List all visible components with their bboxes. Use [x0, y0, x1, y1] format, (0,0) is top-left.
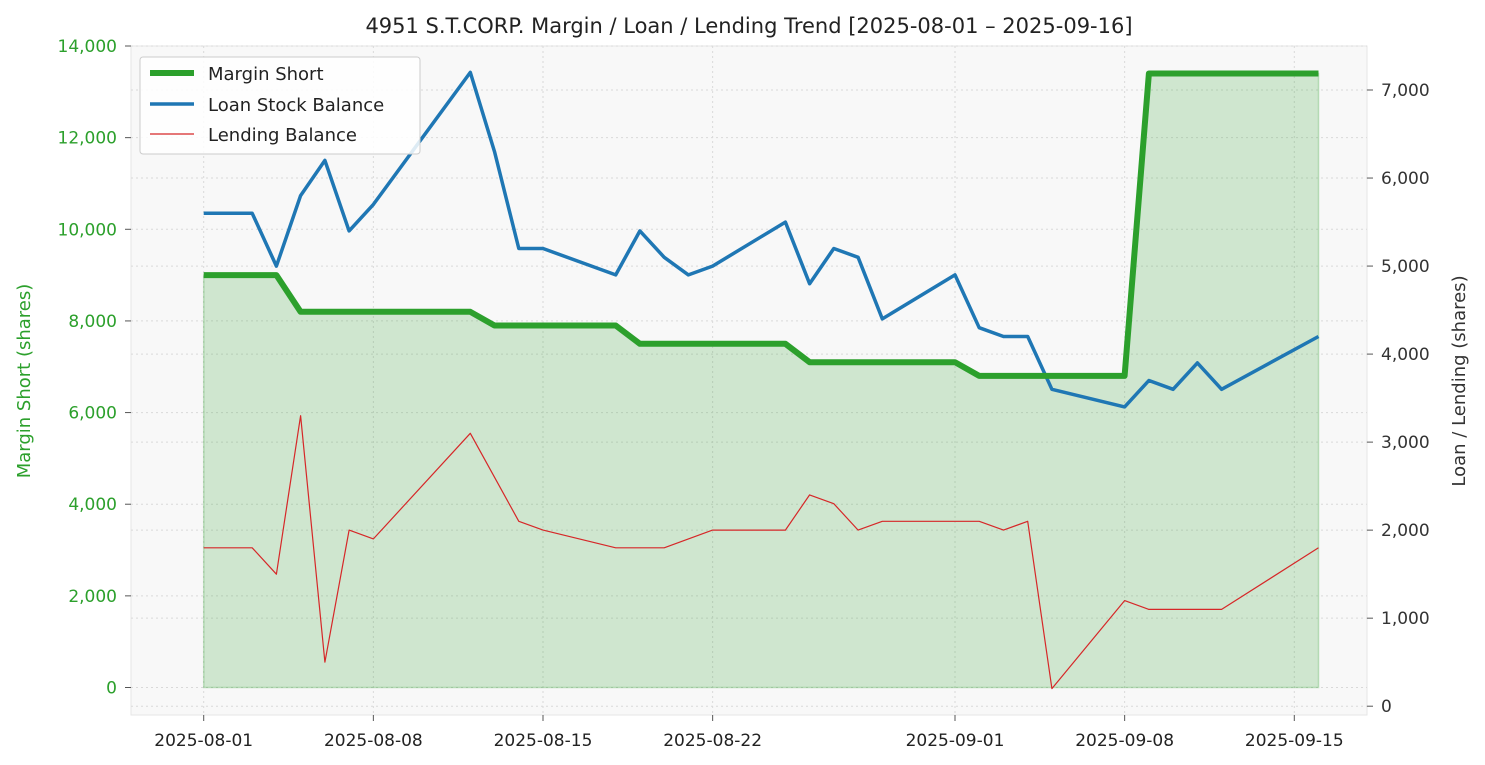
x-tick-label: 2025-09-01 — [906, 731, 1005, 751]
left-tick-label: 0 — [106, 679, 117, 699]
left-tick-label: 4,000 — [68, 495, 117, 515]
series-layer — [203, 70, 1320, 690]
left-y-axis: 0 2,000 4,000 6,000 8,000 10,000 12,000 14,000 — [58, 37, 131, 699]
legend-label-loan-stock-balance: Loan Stock Balance — [208, 95, 384, 116]
left-tick-label: 10,000 — [58, 220, 117, 240]
right-tick-label: 3,000 — [1381, 433, 1430, 453]
left-tick-label: 2,000 — [68, 587, 117, 607]
legend-box — [139, 56, 421, 155]
chart-title: 4951 S.T.CORP. Margin / Loan / Lending T… — [365, 14, 1132, 38]
left-axis-label: Margin Short (shares) — [14, 284, 35, 479]
x-tick-label: 2025-08-01 — [154, 731, 253, 751]
right-tick-label: 7,000 — [1381, 81, 1430, 101]
right-tick-label: 2,000 — [1381, 521, 1430, 541]
right-tick-label: 6,000 — [1381, 169, 1430, 189]
left-tick-label: 8,000 — [68, 312, 117, 332]
legend: Margin Short Loan Stock Balance Lending … — [139, 56, 421, 155]
legend-label-lending-balance: Lending Balance — [208, 125, 357, 146]
right-tick-label: 0 — [1381, 697, 1392, 717]
plot-background — [130, 45, 1368, 716]
x-axis: 2025-08-01 2025-08-08 2025-08-15 2025-08-22… — [154, 715, 1344, 751]
x-tick-label: 2025-08-08 — [324, 731, 423, 751]
right-tick-label: 5,000 — [1381, 257, 1430, 277]
left-tick-label: 6,000 — [68, 404, 117, 424]
loan-stock-balance-line — [203, 70, 1320, 409]
x-tick-label: 2025-08-22 — [663, 731, 762, 751]
right-tick-label: 4,000 — [1381, 345, 1430, 365]
left-tick-label: 14,000 — [58, 37, 117, 57]
margin-short-line — [203, 70, 1319, 379]
legend-label-margin-short: Margin Short — [208, 64, 324, 85]
right-axis-label: Loan / Lending (shares) — [1449, 275, 1470, 486]
left-tick-label: 12,000 — [58, 129, 117, 149]
x-tick-label: 2025-08-15 — [494, 731, 593, 751]
lending-balance-line — [203, 415, 1319, 690]
right-y-axis: 0 1,000 2,000 3,000 4,000 5,000 6,000 7,000 — [1367, 81, 1430, 717]
right-tick-label: 1,000 — [1381, 609, 1430, 629]
x-tick-label: 2025-09-15 — [1245, 731, 1344, 751]
x-tick-label: 2025-09-08 — [1075, 731, 1174, 751]
